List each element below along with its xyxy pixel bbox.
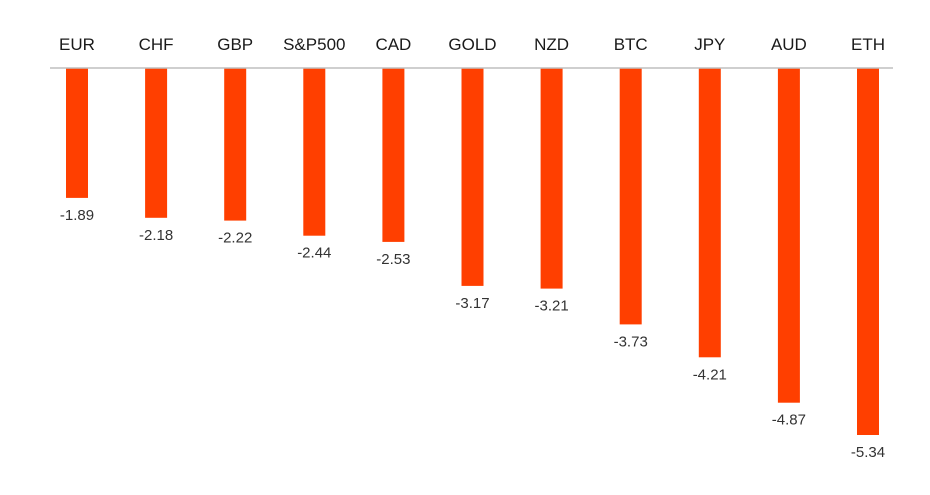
- bar-btc: [619, 68, 642, 325]
- data-label: -5.34: [851, 444, 885, 461]
- data-label: -3.17: [455, 295, 489, 312]
- data-label: -2.22: [218, 230, 252, 247]
- bar-eth: [857, 68, 879, 435]
- category-label: CHF: [139, 35, 174, 54]
- data-label: -3.73: [614, 333, 648, 350]
- bar-gold: [461, 68, 484, 286]
- category-label: CAD: [375, 35, 411, 54]
- bar-chf: [145, 68, 168, 218]
- category-label: NZD: [534, 35, 569, 54]
- data-label: -2.53: [376, 251, 410, 268]
- bar-jpy: [698, 68, 721, 358]
- category-label: GBP: [217, 35, 253, 54]
- category-label: GOLD: [448, 35, 496, 54]
- data-label: -1.89: [60, 207, 94, 224]
- bar-sp500: [303, 68, 326, 236]
- bar-eur: [66, 68, 88, 198]
- bars-layer: [66, 68, 879, 435]
- category-label: ETH: [851, 35, 885, 54]
- category-label: AUD: [771, 35, 807, 54]
- category-label: JPY: [694, 35, 725, 54]
- bar-nzd: [540, 68, 563, 289]
- bar-gbp: [224, 68, 247, 221]
- data-label: -3.21: [534, 298, 568, 315]
- data-label: -2.44: [297, 245, 331, 262]
- labels-layer: EUR -1.89 CHF -2.18 GBP -2.22 S&P500 -2.44 CAD -2…: [59, 35, 885, 461]
- category-label: BTC: [614, 35, 648, 54]
- bar-aud: [777, 68, 800, 403]
- bar-cad: [382, 68, 405, 242]
- data-label: -4.21: [693, 366, 727, 383]
- category-label: EUR: [59, 35, 95, 54]
- data-label: -2.18: [139, 227, 173, 244]
- category-label: S&P500: [283, 35, 345, 54]
- data-label: -4.87: [772, 412, 806, 429]
